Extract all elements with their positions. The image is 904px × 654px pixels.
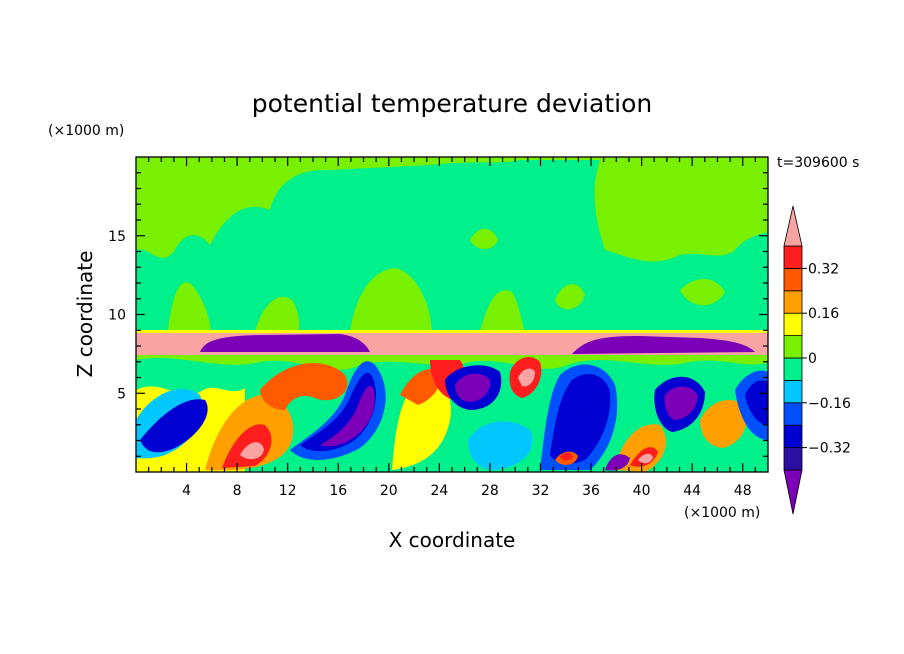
upper-plumes xyxy=(136,160,768,332)
colorbar-tick-label: −0.32 xyxy=(808,441,851,457)
x-tick-label: 36 xyxy=(582,483,600,499)
colorbar-under-triangle xyxy=(783,469,803,515)
colorbar-tick-label: 0.16 xyxy=(808,306,839,322)
colorbar-tick-label: 0.32 xyxy=(808,261,839,277)
inversion-lump-left xyxy=(200,334,370,352)
y-unit-label: (×1000 m) xyxy=(48,123,124,139)
x-tick-label: 28 xyxy=(481,483,499,499)
colorbar-segment xyxy=(783,267,803,292)
x-tick-label: 44 xyxy=(683,483,701,499)
x-tick-label: 32 xyxy=(532,483,550,499)
x-tick-label: 16 xyxy=(329,483,347,499)
colorbar-segment xyxy=(783,357,803,381)
x-axis-label: X coordinate xyxy=(389,528,516,552)
colorbar-segment xyxy=(783,290,803,314)
y-tick-label: 10 xyxy=(108,308,126,324)
x-tick-label: 8 xyxy=(233,483,242,499)
colorbar-tick-label: 0 xyxy=(808,351,817,367)
y-axis-label: Z coordinate xyxy=(73,251,97,378)
colorbar-segment xyxy=(783,379,803,404)
x-tick-label: 48 xyxy=(734,483,752,499)
lower-layer xyxy=(136,355,768,472)
inversion-band-edge xyxy=(136,330,768,333)
x-tick-label: 40 xyxy=(633,483,651,499)
colorbar-segment xyxy=(783,447,803,471)
chart-title: potential temperature deviation xyxy=(252,89,652,118)
colorbar-segment xyxy=(783,335,803,359)
colorbar: 0.32 0.16 0 −0.16 −0.32 xyxy=(783,205,851,515)
colorbar-segment xyxy=(783,312,803,337)
colorbar-over-triangle xyxy=(783,205,803,247)
x-tick-label: 24 xyxy=(430,483,448,499)
x-unit-label: (×1000 m) xyxy=(684,505,760,521)
colorbar-segment xyxy=(783,245,803,269)
time-label: t=309600 s xyxy=(777,155,859,171)
x-axis: 4 8 12 16 20 24 28 32 36 40 44 48 xyxy=(148,157,756,499)
y-tick-label: 5 xyxy=(117,386,126,402)
x-tick-label: 12 xyxy=(279,483,297,499)
colorbar-segment xyxy=(783,424,803,449)
x-tick-label: 20 xyxy=(380,483,398,499)
colorbar-tick-label: −0.16 xyxy=(808,396,851,412)
inversion-lump-right xyxy=(572,336,755,354)
plot-area xyxy=(136,157,768,472)
colorbar-segment xyxy=(783,402,803,426)
upper-band-patches xyxy=(168,160,768,332)
y-axis: 5 10 15 xyxy=(108,172,768,457)
x-tick-label: 4 xyxy=(182,483,191,499)
y-tick-label: 15 xyxy=(108,229,126,245)
